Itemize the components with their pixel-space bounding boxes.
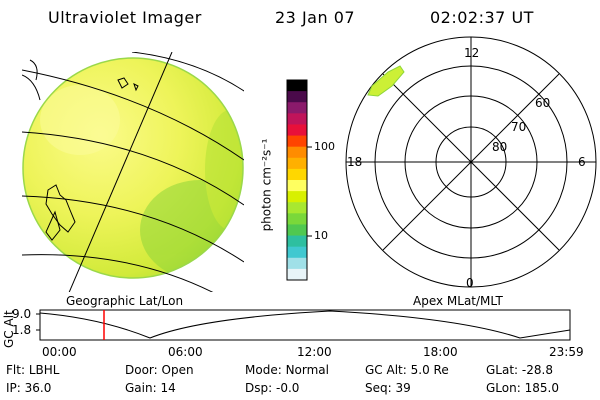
colorbar-band xyxy=(287,191,307,203)
colorbar-label-10: 10 xyxy=(314,229,328,242)
colorbar-band xyxy=(287,102,307,114)
altitude-xtick-06: 06:00 xyxy=(168,345,203,359)
colorbar xyxy=(287,80,307,281)
status-seq: Seq: 39 xyxy=(365,381,411,395)
colorbar-band xyxy=(287,268,307,281)
colorbar-band xyxy=(287,202,307,214)
colorbar-band xyxy=(287,257,307,270)
colorbar-band xyxy=(287,168,307,181)
altitude-xtick-2359: 23:59 xyxy=(549,345,584,359)
colorbar-band xyxy=(287,80,307,92)
altitude-ytick-1-8: 1.8 xyxy=(12,323,32,337)
colorbar-frame xyxy=(286,79,308,281)
mlat-label-80: 80 xyxy=(492,140,508,154)
status-ip: IP: 36.0 xyxy=(6,381,52,395)
status-glon: GLon: 185.0 xyxy=(486,381,559,395)
colorbar-band xyxy=(287,224,307,237)
colorbar-band xyxy=(287,124,307,137)
instrument-title: Ultraviolet Imager xyxy=(48,8,202,27)
mlt-label-12: 12 xyxy=(464,46,480,60)
observation-date: 23 Jan 07 xyxy=(275,8,356,27)
status-gc-alt: GC Alt: 5.0 Re xyxy=(365,363,449,377)
colorbar-band xyxy=(287,180,307,192)
colorbar-band xyxy=(287,91,307,103)
colorbar-band xyxy=(287,146,307,159)
colorbar-band xyxy=(287,246,307,259)
earth-disk-image xyxy=(22,57,244,279)
altitude-xtick-18: 18:00 xyxy=(423,345,458,359)
altitude-ytick-9: 9.0 xyxy=(12,307,32,321)
mlt-label-6: 6 xyxy=(578,155,586,169)
polar-plot xyxy=(345,36,597,288)
right-panel-caption: Apex MLat/MLT xyxy=(413,294,503,308)
colorbar-unit-label: photon cm⁻²s⁻¹ xyxy=(259,138,274,232)
status-filter: Flt: LBHL xyxy=(6,363,60,377)
status-dsp: Dsp: -0.0 xyxy=(245,381,300,395)
status-gain: Gain: 14 xyxy=(125,381,176,395)
auroral-emission-patch xyxy=(367,65,405,97)
mlat-label-60: 60 xyxy=(535,96,551,110)
altitude-plot xyxy=(36,309,571,341)
colorbar-band xyxy=(287,157,307,170)
left-panel-caption: Geographic Lat/Lon xyxy=(66,294,184,308)
colorbar-band xyxy=(287,135,307,148)
colorbar-label-100: 100 xyxy=(314,140,335,153)
mlat-label-70: 70 xyxy=(511,120,527,134)
mlt-label-0: 0 xyxy=(466,276,474,290)
status-mode: Mode: Normal xyxy=(245,363,329,377)
status-glat: GLat: -28.8 xyxy=(486,363,553,377)
colorbar-band xyxy=(287,213,307,225)
mlt-label-18: 18 xyxy=(347,155,363,169)
colorbar-band xyxy=(287,235,307,248)
observation-time: 02:02:37 UT xyxy=(430,8,534,27)
altitude-xtick-00: 00:00 xyxy=(42,345,77,359)
status-door: Door: Open xyxy=(125,363,194,377)
geographic-grid xyxy=(22,52,244,292)
colorbar-band xyxy=(287,113,307,125)
altitude-xtick-12: 12:00 xyxy=(297,345,332,359)
